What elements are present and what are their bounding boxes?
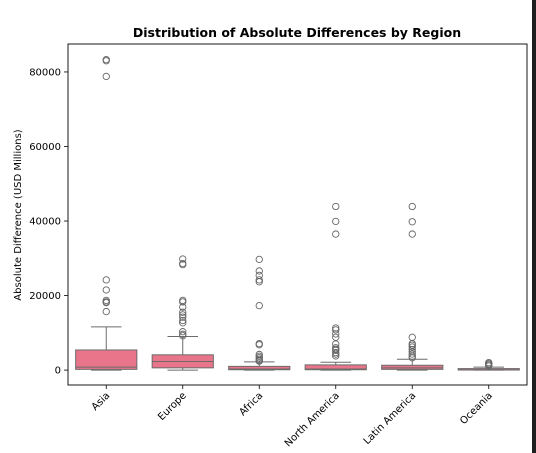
outlier-point xyxy=(408,333,416,341)
plot-frame xyxy=(67,43,528,386)
outlier-point xyxy=(255,301,263,310)
outlier-point xyxy=(179,311,187,319)
outlier-point xyxy=(332,202,340,211)
outlier-point xyxy=(332,350,340,358)
outlier-point xyxy=(332,346,340,354)
outlier-point xyxy=(332,330,340,338)
outlier-point xyxy=(179,328,187,336)
outlier-point xyxy=(179,255,187,263)
y-tick-label: 60000 xyxy=(29,142,61,153)
chart-title: Distribution of Absolute Differences by … xyxy=(133,25,461,40)
y-tick-label: 80000 xyxy=(29,67,61,78)
window-edge xyxy=(532,0,536,453)
outlier-point xyxy=(255,255,263,264)
outlier-point xyxy=(179,303,187,311)
outlier-point xyxy=(179,319,187,327)
outlier-point xyxy=(332,352,340,360)
box-north-america xyxy=(304,364,367,371)
outlier-point xyxy=(102,307,110,316)
x-tick-label: Africa xyxy=(237,390,265,418)
outlier-point xyxy=(179,332,187,340)
x-tick-label: Europe xyxy=(156,390,189,423)
outlier-point xyxy=(408,354,416,362)
outlier-point xyxy=(179,313,187,321)
outlier-point xyxy=(485,362,493,370)
box-africa xyxy=(228,365,291,371)
y-tick-label: 0 xyxy=(55,366,61,377)
x-tick-label: Oceania xyxy=(458,390,495,427)
y-tick-label: 20000 xyxy=(29,291,61,302)
outlier-point xyxy=(255,341,263,349)
outlier-point xyxy=(408,218,416,226)
outlier-point xyxy=(102,57,110,65)
plot-area: 0 20000 40000 60000 80000 Asia Europe Africa Nor… xyxy=(29,43,528,449)
outlier-point xyxy=(255,357,263,365)
outlier-point xyxy=(408,202,416,211)
y-tick-label: 40000 xyxy=(29,217,61,228)
outlier-point xyxy=(102,298,110,307)
outlier-point xyxy=(408,350,416,358)
outlier-point xyxy=(332,326,340,334)
outlier-point xyxy=(408,343,416,351)
outlier-point xyxy=(179,308,187,316)
outlier-point xyxy=(102,72,110,81)
outlier-point xyxy=(408,230,416,238)
y-axis-label: Absolute Difference (USD Millions) xyxy=(13,129,24,300)
outlier-point xyxy=(255,276,263,284)
outlier-point xyxy=(255,267,263,275)
outlier-point xyxy=(255,278,263,286)
outlier-point xyxy=(332,217,340,226)
outlier-point xyxy=(102,286,110,294)
box-asia xyxy=(75,349,138,370)
outlier-point xyxy=(179,260,187,269)
x-tick-label: Asia xyxy=(90,390,113,413)
outlier-point xyxy=(179,296,187,305)
outlier-point xyxy=(179,316,187,325)
x-tick-label: Latin America xyxy=(362,390,419,447)
outlier-point xyxy=(332,230,340,238)
x-tick-label: North America xyxy=(283,390,342,449)
outlier-point xyxy=(179,298,187,306)
outlier-point xyxy=(102,276,110,284)
box-latin-america xyxy=(381,364,444,370)
